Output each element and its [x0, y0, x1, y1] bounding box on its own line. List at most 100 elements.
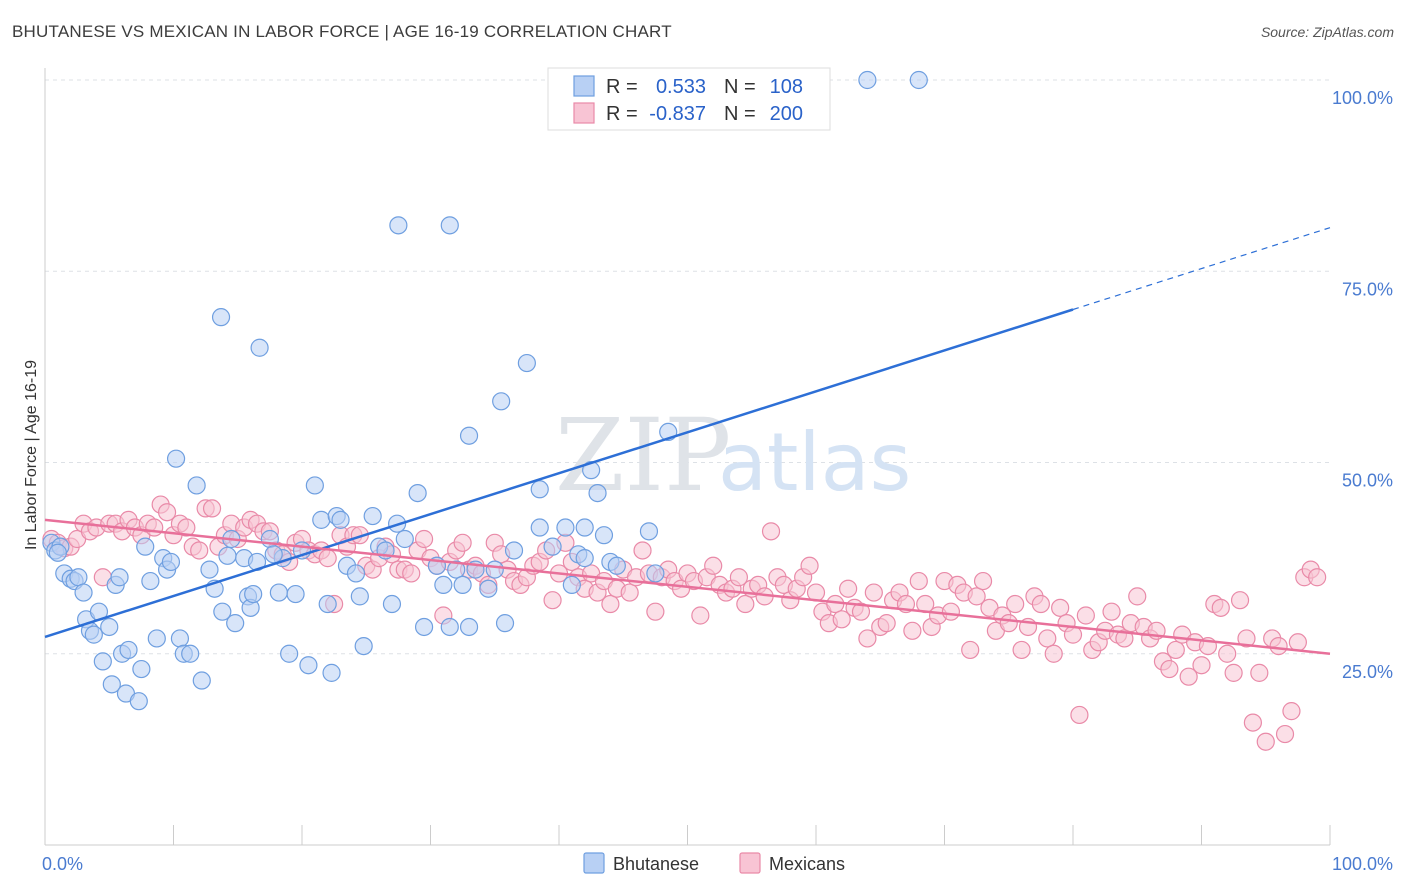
mexicans-point-56 [402, 564, 421, 583]
bhutanese-point-43 [250, 338, 269, 357]
bhutanese-point-21 [132, 659, 151, 679]
mexicans-point-194 [1288, 633, 1307, 652]
bhutanese-point-24 [147, 629, 166, 648]
bhutanese-point-98 [389, 216, 408, 235]
bhutanese-point-56 [331, 510, 350, 529]
mexicans-point-160 [1070, 705, 1089, 725]
mexicans-point-161 [1076, 606, 1095, 625]
bhutanese-point-77 [485, 560, 504, 579]
bhutanese-point-76 [479, 579, 498, 598]
trendlines [44, 227, 1331, 655]
legend-swatch-0 [573, 75, 595, 97]
bhutanese-point-33 [200, 560, 219, 579]
bhutanese-point-104 [218, 546, 237, 565]
bhutanese-point-103 [161, 552, 181, 572]
mexicans-point-101 [691, 606, 710, 625]
bhutanese-point-100 [858, 70, 877, 90]
mexicans-point-197 [1308, 568, 1327, 587]
series-bhutanese [42, 70, 928, 711]
mexicans-point-107 [729, 568, 749, 587]
bhutanese-point-106 [363, 506, 382, 526]
bhutanese-point-31 [187, 476, 206, 495]
y-tick-labels: 25.0% 50.0% 75.0% 100.0% [1332, 88, 1393, 682]
mexicans-point-192 [1275, 724, 1295, 744]
legend-r-label-1: R = [606, 103, 638, 125]
bhutanese-point-69 [434, 575, 453, 595]
bhutanese-point-85 [556, 518, 575, 537]
bhutanese-point-52 [312, 510, 331, 529]
mexicans-point-165 [1102, 602, 1121, 621]
bottom-legend-label-0: Bhutanese [613, 854, 699, 874]
legend-n-label-1: N = [724, 103, 756, 125]
bhutanese-point-90 [582, 461, 601, 480]
mexicans-point-112 [761, 522, 781, 541]
mexicans-point-189 [1256, 732, 1275, 751]
chart-source: Source: ZipAtlas.com [1260, 24, 1394, 40]
mexicans-point-118 [800, 556, 819, 575]
bhutanese-point-105 [264, 545, 283, 564]
bhutanese-point-71 [447, 560, 466, 579]
mexicans-point-126 [851, 602, 871, 621]
bhutanese-point-84 [543, 537, 562, 556]
mexicans-point-123 [832, 610, 851, 629]
bhutanese-trendline [44, 308, 1074, 639]
watermark-zip: ZIP [555, 397, 731, 514]
bhutanese-point-101 [909, 70, 928, 90]
y-axis-label: In Labor Force | Age 16-19 [23, 360, 40, 550]
y-tick-label-1: 50.0% [1342, 471, 1393, 491]
bhutanese-point-51 [305, 476, 324, 495]
mexicans-point-43 [318, 549, 337, 568]
bhutanese-point-16 [110, 568, 129, 587]
bhutanese-point-18 [102, 675, 121, 694]
mexicans-point-145 [973, 571, 993, 591]
bhutanese-point-6 [69, 568, 88, 587]
bhutanese-point-37 [226, 614, 245, 633]
mexicans-point-124 [839, 579, 858, 598]
mexicans-point-179 [1192, 656, 1211, 675]
legend-box [547, 67, 831, 131]
mexicans-point-184 [1224, 663, 1243, 682]
bhutanese-point-23 [141, 571, 160, 591]
mexicans-point-193 [1282, 702, 1301, 721]
bhutanese-point-89 [575, 518, 594, 537]
axes [44, 68, 1331, 846]
chart-title: BHUTANESE VS MEXICAN IN LABOR FORCE | AG… [12, 22, 672, 41]
legend-n-value-1: 200 [770, 103, 803, 125]
bhutanese-point-47 [280, 644, 299, 663]
bhutanese-point-99 [440, 216, 459, 235]
top-legend: R = 0.533 N = 108 R = -0.837 N = 200 [547, 67, 831, 131]
legend-r-label-0: R = [606, 76, 638, 98]
mexicans-point-25 [202, 499, 222, 518]
mexicans-point-23 [190, 541, 209, 560]
bhutanese-point-83 [530, 518, 549, 537]
mexicans-point-150 [1006, 594, 1025, 614]
bhutanese-point-30 [181, 644, 200, 663]
mexicans-point-18 [157, 503, 177, 522]
bhutanese-point-80 [504, 541, 524, 560]
mexicans-point-134 [903, 621, 922, 640]
bhutanese-point-50 [299, 656, 318, 675]
mexicans-point-21 [177, 518, 196, 537]
bhutanese-point-17 [119, 640, 138, 660]
bhutanese-point-96 [646, 564, 665, 583]
bottom-legend-swatch-0 [583, 852, 605, 874]
mexicans-point-169 [1128, 587, 1147, 606]
mexicans-point-58 [414, 529, 434, 549]
bhutanese-point-12 [93, 652, 112, 671]
bhutanese-point-10 [84, 625, 103, 644]
legend-r-value-1: -0.837 [649, 103, 706, 125]
mexicans-point-185 [1230, 591, 1250, 610]
x-tick-label-0: 0.0% [42, 854, 83, 874]
legend-n-label-0: N = [724, 76, 756, 98]
bhutanese-point-48 [286, 584, 305, 604]
watermark-atlas: atlas [718, 416, 911, 509]
bhutanese-point-74 [459, 426, 479, 445]
bhutanese-point-60 [354, 636, 373, 656]
mexicans-point-188 [1250, 663, 1269, 682]
bhutanese-point-82 [530, 480, 549, 499]
bhutanese-point-81 [517, 353, 536, 373]
bhutanese-point-79 [495, 614, 515, 633]
x-tick-labels: 0.0% 100.0% [42, 854, 1393, 874]
bhutanese-point-32 [192, 671, 211, 690]
